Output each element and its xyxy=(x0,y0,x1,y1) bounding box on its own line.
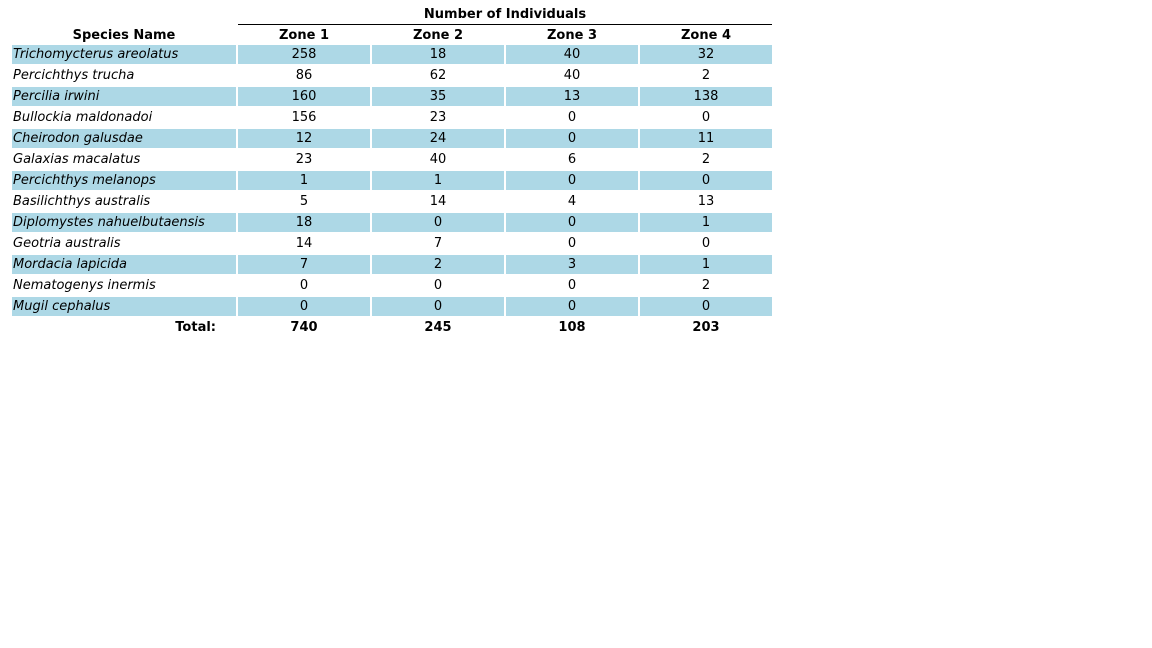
table-row: Nematogenys inermis 0 0 0 2 xyxy=(12,276,772,297)
zone-2-cell: 0 xyxy=(372,213,504,234)
species-name-cell: Basilichthys australis xyxy=(12,192,236,213)
group-header-row: Number of Individuals xyxy=(12,5,772,25)
column-header-row: Species Name Zone 1 Zone 2 Zone 3 Zone 4 xyxy=(12,25,772,45)
species-name-cell: Mugil cephalus xyxy=(12,297,236,318)
table-row: Trichomycterus areolatus 258 18 40 32 xyxy=(12,45,772,66)
zone-2-cell: 40 xyxy=(372,150,504,171)
zone-3-cell: 4 xyxy=(506,192,638,213)
zone-4-cell: 32 xyxy=(640,45,772,66)
zone-4-cell: 1 xyxy=(640,213,772,234)
zone-1-total: 740 xyxy=(238,318,370,339)
species-name-cell: Mordacia lapicida xyxy=(12,255,236,276)
species-count-table: Number of Individuals Species Name Zone … xyxy=(10,5,774,339)
species-name-cell: Percichthys trucha xyxy=(12,66,236,87)
zone-3-cell: 40 xyxy=(506,45,638,66)
zone-2-header: Zone 2 xyxy=(412,27,463,43)
zone-4-cell: 0 xyxy=(640,108,772,129)
zone-2-cell: 35 xyxy=(372,87,504,108)
zone-1-cell: 14 xyxy=(238,234,370,255)
zone-3-cell: 0 xyxy=(506,234,638,255)
zone-3-cell: 40 xyxy=(506,66,638,87)
zone-4-cell: 1 xyxy=(640,255,772,276)
table-row: Basilichthys australis 5 14 4 13 xyxy=(12,192,772,213)
table-row: Mugil cephalus 0 0 0 0 xyxy=(12,297,772,318)
zone-2-cell: 0 xyxy=(372,276,504,297)
total-row: Total: 740 245 108 203 xyxy=(12,318,772,339)
zone-1-cell: 156 xyxy=(238,108,370,129)
zone-3-total: 108 xyxy=(506,318,638,339)
zone-4-cell: 11 xyxy=(640,129,772,150)
zone-1-cell: 86 xyxy=(238,66,370,87)
zone-1-cell: 1 xyxy=(238,171,370,192)
zone-4-cell: 13 xyxy=(640,192,772,213)
zone-2-cell: 7 xyxy=(372,234,504,255)
zone-2-cell: 2 xyxy=(372,255,504,276)
table-row: Percilia irwini 160 35 13 138 xyxy=(12,87,772,108)
species-table-container: Number of Individuals Species Name Zone … xyxy=(10,5,774,339)
zone-2-cell: 14 xyxy=(372,192,504,213)
zone-4-header: Zone 4 xyxy=(680,27,731,43)
zone-3-cell: 0 xyxy=(506,108,638,129)
zone-1-cell: 258 xyxy=(238,45,370,66)
zone-4-cell: 2 xyxy=(640,66,772,87)
zone-3-cell: 13 xyxy=(506,87,638,108)
table-row: Percichthys melanops 1 1 0 0 xyxy=(12,171,772,192)
zone-2-cell: 23 xyxy=(372,108,504,129)
zone-2-cell: 1 xyxy=(372,171,504,192)
total-label: Total: xyxy=(12,318,236,339)
zone-1-cell: 160 xyxy=(238,87,370,108)
zone-3-cell: 0 xyxy=(506,171,638,192)
zone-1-cell: 5 xyxy=(238,192,370,213)
table-row: Bullockia maldonadoi 156 23 0 0 xyxy=(12,108,772,129)
zone-4-cell: 0 xyxy=(640,297,772,318)
zone-2-cell: 18 xyxy=(372,45,504,66)
species-name-cell: Diplomystes nahuelbutaensis xyxy=(12,213,236,234)
species-name-cell: Trichomycterus areolatus xyxy=(12,45,236,66)
table-row: Mordacia lapicida 7 2 3 1 xyxy=(12,255,772,276)
species-name-header: Species Name xyxy=(72,27,176,43)
zone-1-cell: 0 xyxy=(238,297,370,318)
table-row: Geotria australis 14 7 0 0 xyxy=(12,234,772,255)
zone-4-cell: 138 xyxy=(640,87,772,108)
zone-3-cell: 0 xyxy=(506,213,638,234)
zone-4-cell: 2 xyxy=(640,276,772,297)
table-body: Trichomycterus areolatus 258 18 40 32 Pe… xyxy=(12,45,772,339)
species-name-cell: Cheirodon galusdae xyxy=(12,129,236,150)
zone-4-cell: 0 xyxy=(640,234,772,255)
table-row: Percichthys trucha 86 62 40 2 xyxy=(12,66,772,87)
empty-header-cell xyxy=(12,5,236,25)
table-row: Galaxias macalatus 23 40 6 2 xyxy=(12,150,772,171)
species-name-cell: Galaxias macalatus xyxy=(12,150,236,171)
zone-3-cell: 0 xyxy=(506,276,638,297)
zone-1-cell: 7 xyxy=(238,255,370,276)
zone-2-total: 245 xyxy=(372,318,504,339)
zone-3-header: Zone 3 xyxy=(546,27,597,43)
zone-3-cell: 3 xyxy=(506,255,638,276)
species-name-cell: Nematogenys inermis xyxy=(12,276,236,297)
zone-3-cell: 6 xyxy=(506,150,638,171)
zone-4-cell: 2 xyxy=(640,150,772,171)
zone-1-cell: 0 xyxy=(238,276,370,297)
species-name-cell: Bullockia maldonadoi xyxy=(12,108,236,129)
species-name-cell: Geotria australis xyxy=(12,234,236,255)
species-name-cell: Percichthys melanops xyxy=(12,171,236,192)
zone-1-header: Zone 1 xyxy=(278,27,329,43)
zone-2-cell: 24 xyxy=(372,129,504,150)
zone-3-cell: 0 xyxy=(506,297,638,318)
species-name-cell: Percilia irwini xyxy=(12,87,236,108)
zone-1-cell: 23 xyxy=(238,150,370,171)
zone-4-cell: 0 xyxy=(640,171,772,192)
number-of-individuals-header: Number of Individuals xyxy=(238,5,772,25)
zone-1-cell: 18 xyxy=(238,213,370,234)
zone-4-total: 203 xyxy=(640,318,772,339)
zone-3-cell: 0 xyxy=(506,129,638,150)
zone-2-cell: 62 xyxy=(372,66,504,87)
zone-1-cell: 12 xyxy=(238,129,370,150)
table-row: Diplomystes nahuelbutaensis 18 0 0 1 xyxy=(12,213,772,234)
table-row: Cheirodon galusdae 12 24 0 11 xyxy=(12,129,772,150)
zone-2-cell: 0 xyxy=(372,297,504,318)
